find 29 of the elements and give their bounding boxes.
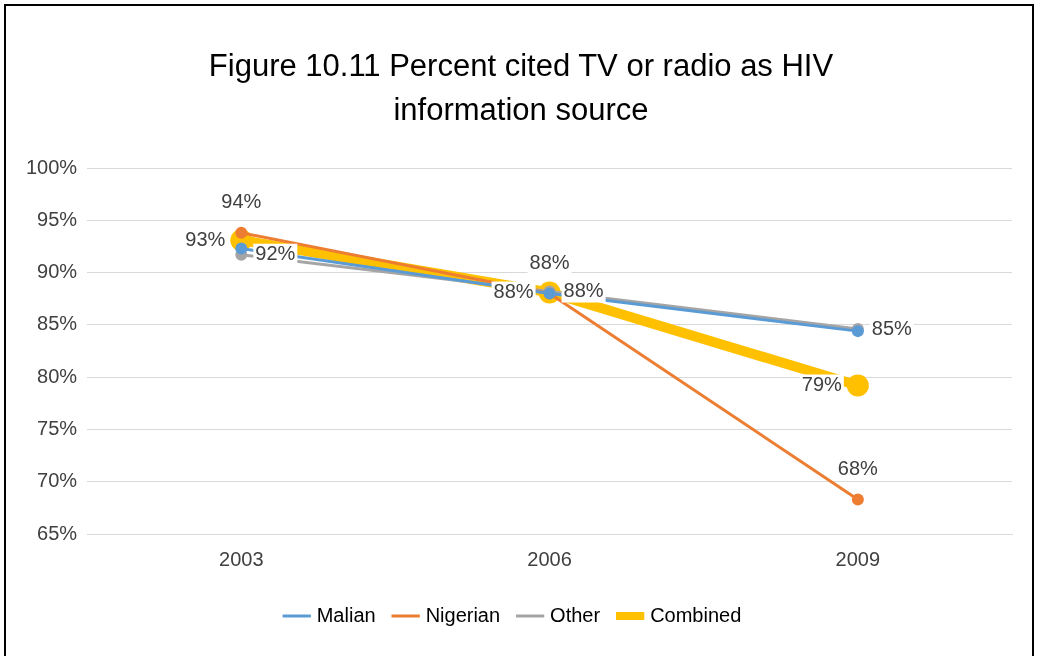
data-label: 88% (529, 251, 570, 273)
x-tick-label: 2009 (835, 547, 881, 570)
data-label: 93% (185, 227, 226, 250)
data-label: 88% (563, 278, 604, 301)
chart-title: Figure 10.11 Percent cited TV or radio as HIV information source (207, 47, 835, 129)
y-tick-label: 80% (37, 364, 78, 387)
y-tick-label: 70% (37, 469, 78, 492)
data-label: 94% (221, 190, 262, 213)
legend-label: Combined (650, 603, 742, 626)
x-tick-label: 2003 (219, 547, 264, 570)
point (235, 242, 248, 255)
point (235, 226, 248, 239)
data-label: 79% (801, 373, 843, 396)
data-label: 92% (255, 242, 296, 265)
y-tick-label: 85% (37, 312, 78, 335)
point (846, 374, 869, 397)
legend-label: Nigerian (425, 603, 501, 626)
data-label: 88% (493, 279, 534, 302)
data-label: 68% (837, 457, 879, 480)
legend-label: Other (550, 603, 601, 626)
y-tick-label: 65% (37, 521, 78, 544)
x-tick-label: 2006 (527, 547, 572, 570)
y-tick-label: 100% (26, 155, 78, 178)
data-label: 85% (871, 316, 913, 339)
y-tick-label: 95% (37, 207, 78, 230)
y-tick-label: 75% (37, 416, 78, 439)
point (851, 493, 864, 506)
legend-label: Malian (316, 603, 376, 626)
y-tick-label: 90% (37, 260, 78, 283)
